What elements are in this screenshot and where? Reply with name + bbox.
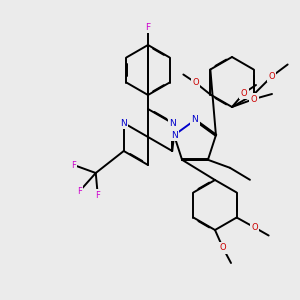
Text: O: O bbox=[192, 78, 199, 87]
Text: O: O bbox=[268, 72, 275, 81]
Text: F: F bbox=[146, 22, 151, 32]
Text: O: O bbox=[241, 88, 247, 98]
Text: N: N bbox=[192, 116, 198, 124]
Text: F: F bbox=[77, 187, 82, 196]
Text: N: N bbox=[169, 118, 175, 127]
Text: O: O bbox=[220, 244, 226, 253]
Text: O: O bbox=[251, 223, 258, 232]
Text: F: F bbox=[71, 160, 76, 169]
Text: O: O bbox=[251, 94, 257, 103]
Text: F: F bbox=[95, 190, 100, 200]
Text: N: N bbox=[171, 131, 178, 140]
Text: N: N bbox=[120, 118, 127, 127]
